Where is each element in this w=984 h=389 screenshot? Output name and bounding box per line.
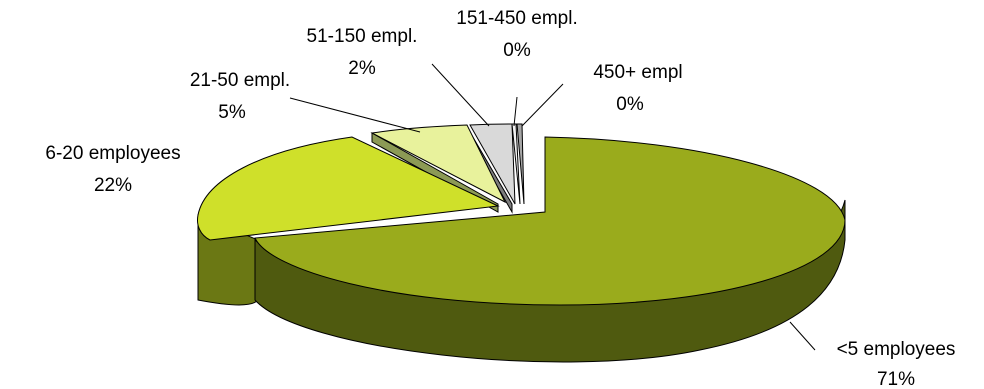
value-21-50-empl: 5% [218, 102, 246, 123]
value-450-plus-empl: 0% [616, 94, 644, 115]
value-151-450-empl: 0% [503, 40, 531, 61]
labels: 6-20 employees 22% 21-50 empl. 5% 51-150… [45, 8, 955, 389]
label-450-plus-empl: 450+ empl [593, 62, 682, 83]
leader-lines [289, 63, 816, 351]
leader-151-450 [513, 96, 518, 127]
label-21-50-empl: 21-50 empl. [190, 70, 290, 91]
pie-slices [197, 123, 846, 306]
leader-51-150 [431, 63, 490, 127]
value-6-20-employees: 22% [94, 175, 132, 196]
value-lt5-employees: 71% [877, 369, 915, 389]
leader-21-50 [289, 97, 421, 133]
value-51-150-empl: 2% [348, 58, 376, 79]
label-6-20-employees: 6-20 employees [45, 143, 180, 164]
slice-450-plus-empl [516, 123, 525, 205]
label-151-450-empl: 151-450 empl. [456, 8, 577, 29]
leader-lt5 [789, 321, 816, 351]
slice-6-20-employees [197, 136, 500, 241]
label-lt5-employees: <5 employees [837, 339, 956, 360]
leader-450-plus [521, 83, 564, 127]
label-51-150-empl: 51-150 empl. [307, 26, 418, 47]
slice-21-50-empl [370, 124, 507, 204]
slice-lt5-employees [254, 136, 846, 306]
